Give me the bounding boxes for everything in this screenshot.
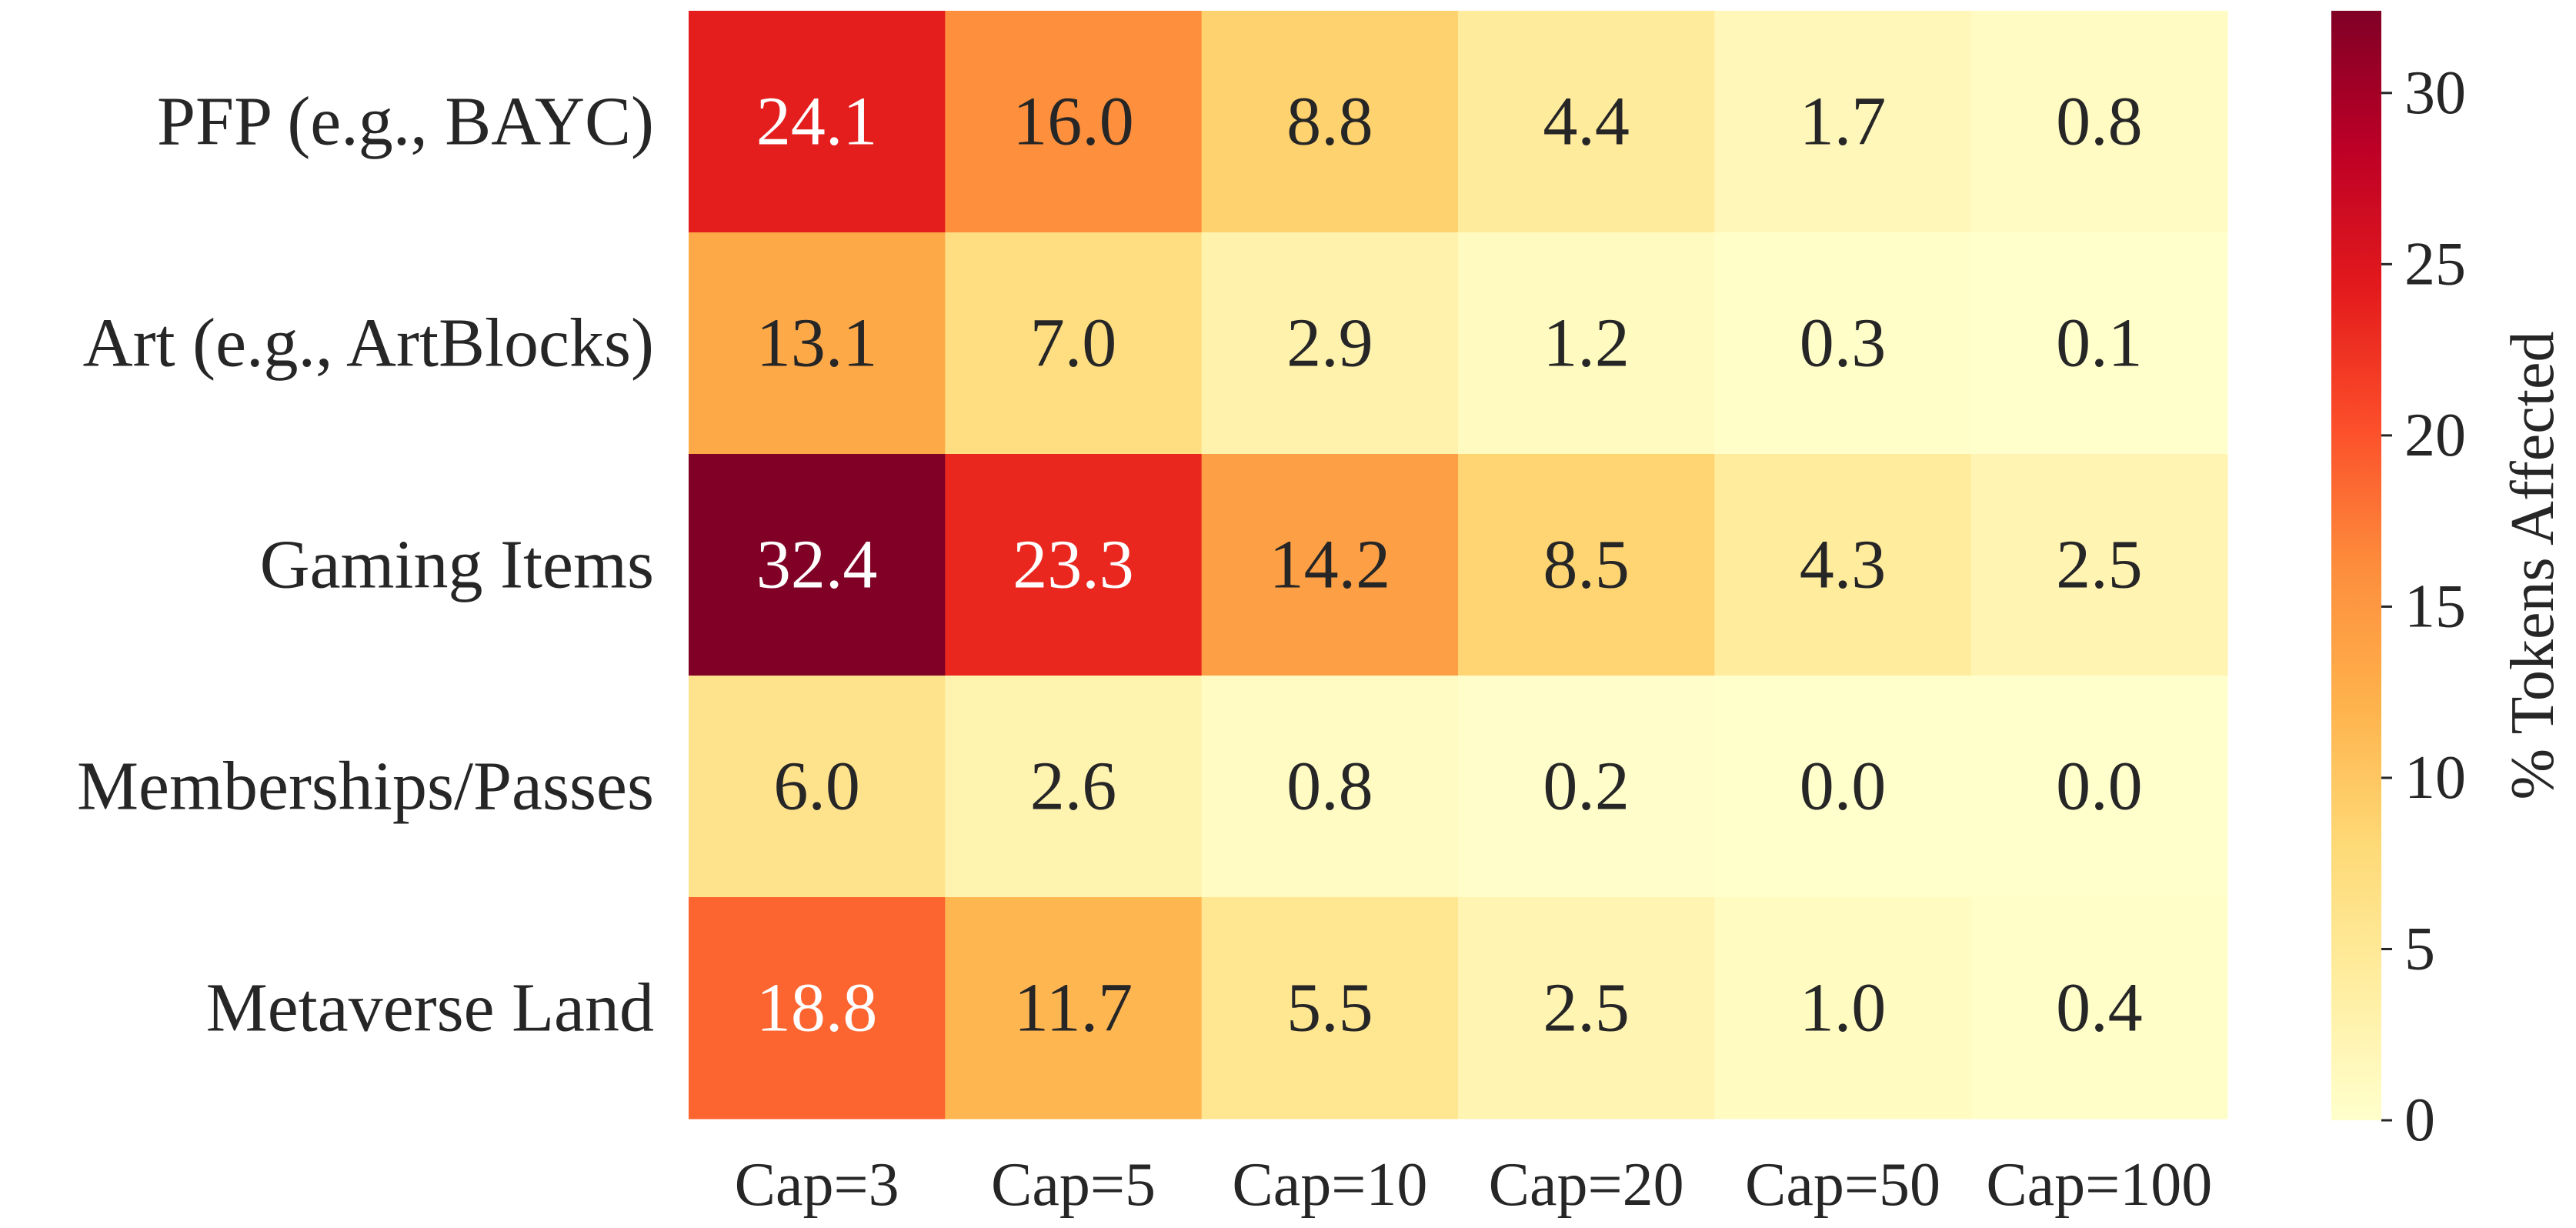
column-label: Cap=5 [991, 1151, 1156, 1219]
column-label: Cap=20 [1489, 1151, 1684, 1219]
cell-value-label: 14.2 [1270, 527, 1391, 603]
colorbar-tick-label: 25 [2404, 230, 2466, 298]
heatmap-cell [1457, 232, 1715, 455]
cell-value-label: 2.6 [1030, 749, 1117, 825]
heatmap-cell [1970, 897, 2228, 1120]
cell-value-label: 18.8 [756, 970, 878, 1046]
cell-value-label: 24.1 [756, 84, 878, 160]
cell-value-labels: 24.1 16.0 8.8 4.4 1.7 0.8 13.1 7.0 2.9 1.2 0.3 0.1 3… [756, 84, 2143, 1046]
cell-value-label: 32.4 [756, 527, 878, 603]
heatmap-cell [1714, 454, 1972, 676]
cell-value-label: 0.8 [2056, 84, 2143, 160]
colorbar-tick-label: 10 [2404, 744, 2466, 812]
heatmap-cell [689, 676, 946, 898]
heatmap-cells [689, 11, 2228, 1120]
column-labels: Cap=3 Cap=5 Cap=10 Cap=20 Cap=50 Cap=100 [735, 1151, 2213, 1219]
cell-value-label: 2.5 [1543, 970, 1630, 1046]
heatmap-cell [689, 11, 946, 233]
heatmap-cell [689, 454, 946, 676]
heatmap-cell [1201, 232, 1459, 455]
colorbar-tick-label: 20 [2404, 402, 2466, 469]
colorbar: 0 5 10 15 20 25 30 % Tokens Affected [2331, 11, 2567, 1154]
row-label: Gaming Items [260, 527, 654, 603]
cell-value-label: 8.5 [1543, 527, 1630, 603]
cell-value-label: 2.9 [1286, 305, 1373, 382]
heatmap-cell [945, 232, 1203, 455]
cell-value-label: 13.1 [756, 305, 878, 382]
cell-value-label: 0.0 [1800, 749, 1887, 825]
row-labels: PFP (e.g., BAYC) Art (e.g., ArtBlocks) Gam… [77, 84, 654, 1046]
heatmap-cell [689, 897, 946, 1120]
column-label: Cap=3 [735, 1151, 899, 1219]
heatmap-cell [1714, 676, 1972, 898]
colorbar-ticks: 0 5 10 15 20 25 30 [2381, 59, 2466, 1154]
cell-value-label: 0.4 [2056, 970, 2143, 1046]
heatmap-cell [945, 676, 1203, 898]
cell-value-label: 7.0 [1030, 305, 1117, 382]
heatmap-cell [1714, 11, 1972, 233]
heatmap-cell [1201, 454, 1459, 676]
cell-value-label: 2.5 [2056, 527, 2143, 603]
heatmap-cell [1201, 676, 1459, 898]
colorbar-label: % Tokens Affected [2499, 331, 2567, 799]
cell-value-label: 0.2 [1543, 749, 1630, 825]
heatmap-cell [1201, 11, 1459, 233]
column-label: Cap=100 [1986, 1151, 2212, 1219]
cell-value-label: 8.8 [1286, 84, 1373, 160]
row-label: PFP (e.g., BAYC) [157, 84, 654, 160]
colorbar-tick-label: 30 [2404, 59, 2466, 127]
heatmap-cell [1457, 676, 1715, 898]
row-label: Art (e.g., ArtBlocks) [83, 305, 654, 382]
heatmap-cell [1457, 897, 1715, 1120]
cell-value-label: 1.2 [1543, 305, 1630, 382]
cell-value-label: 6.0 [773, 749, 860, 825]
heatmap-cell [689, 232, 946, 455]
heatmap-cell [1201, 897, 1459, 1120]
column-label: Cap=10 [1232, 1151, 1427, 1219]
heatmap-cell [1714, 897, 1972, 1120]
colorbar-tick-label: 0 [2404, 1086, 2435, 1154]
cell-value-label: 1.7 [1800, 84, 1887, 160]
heatmap-cell [1970, 676, 2228, 898]
colorbar-gradient [2331, 11, 2381, 1120]
row-label: Metaverse Land [206, 970, 654, 1046]
colorbar-tick-label: 15 [2404, 572, 2466, 640]
heatmap-cell [1457, 11, 1715, 233]
row-label: Memberships/Passes [77, 749, 654, 825]
cell-value-label: 0.1 [2056, 305, 2143, 382]
heatmap-cell [945, 11, 1203, 233]
cell-value-label: 4.4 [1543, 84, 1630, 160]
cell-value-label: 16.0 [1013, 84, 1134, 160]
heatmap-cell [1457, 454, 1715, 676]
colorbar-tick-label: 5 [2404, 915, 2435, 983]
cell-value-label: 5.5 [1286, 970, 1373, 1046]
heatmap-cell [1714, 232, 1972, 455]
heatmap-cell [1970, 454, 2228, 676]
heatmap-cell [1970, 11, 2228, 233]
cell-value-label: 23.3 [1013, 527, 1134, 603]
cell-value-label: 4.3 [1800, 527, 1887, 603]
cell-value-label: 0.3 [1800, 305, 1887, 382]
cell-value-label: 11.7 [1014, 970, 1133, 1046]
cell-value-label: 1.0 [1800, 970, 1887, 1046]
heatmap-cell [945, 454, 1203, 676]
cell-value-label: 0.8 [1286, 749, 1373, 825]
heatmap-cell [945, 897, 1203, 1120]
column-label: Cap=50 [1745, 1151, 1940, 1219]
heatmap-cell [1970, 232, 2228, 455]
cell-value-label: 0.0 [2056, 749, 2143, 825]
